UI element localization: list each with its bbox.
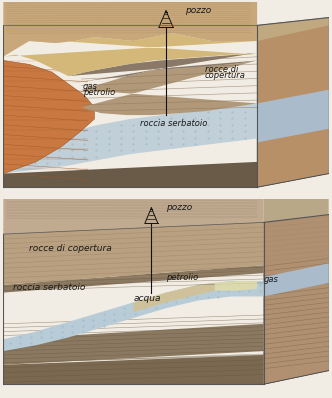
Polygon shape	[3, 2, 257, 57]
Polygon shape	[215, 281, 257, 291]
Polygon shape	[264, 199, 329, 222]
Polygon shape	[264, 215, 329, 384]
Text: petrolio: petrolio	[166, 273, 198, 282]
Polygon shape	[3, 60, 94, 174]
Polygon shape	[257, 18, 329, 41]
Text: roccia serbatoio: roccia serbatoio	[140, 119, 208, 128]
Polygon shape	[3, 199, 264, 234]
Polygon shape	[3, 162, 257, 187]
Polygon shape	[3, 222, 264, 285]
Polygon shape	[264, 215, 329, 265]
Polygon shape	[3, 265, 264, 293]
Polygon shape	[3, 103, 257, 174]
Text: pozzo: pozzo	[166, 203, 192, 212]
Polygon shape	[133, 283, 215, 312]
Text: petrolio: petrolio	[83, 88, 115, 97]
Polygon shape	[3, 355, 264, 384]
Text: acqua: acqua	[133, 295, 161, 303]
Polygon shape	[81, 60, 257, 115]
Polygon shape	[257, 18, 329, 187]
Text: gas: gas	[83, 82, 98, 91]
Polygon shape	[68, 53, 257, 84]
Polygon shape	[257, 90, 329, 142]
Polygon shape	[264, 263, 329, 297]
Text: gas: gas	[264, 275, 279, 285]
Text: pozzo: pozzo	[186, 6, 212, 15]
Text: rocce di copertura: rocce di copertura	[29, 244, 112, 253]
Polygon shape	[3, 281, 264, 351]
Text: copertura: copertura	[205, 71, 246, 80]
Polygon shape	[3, 324, 264, 365]
Text: roccia serbatoio: roccia serbatoio	[13, 283, 85, 292]
Text: rocce di: rocce di	[205, 65, 238, 74]
Polygon shape	[3, 33, 257, 76]
